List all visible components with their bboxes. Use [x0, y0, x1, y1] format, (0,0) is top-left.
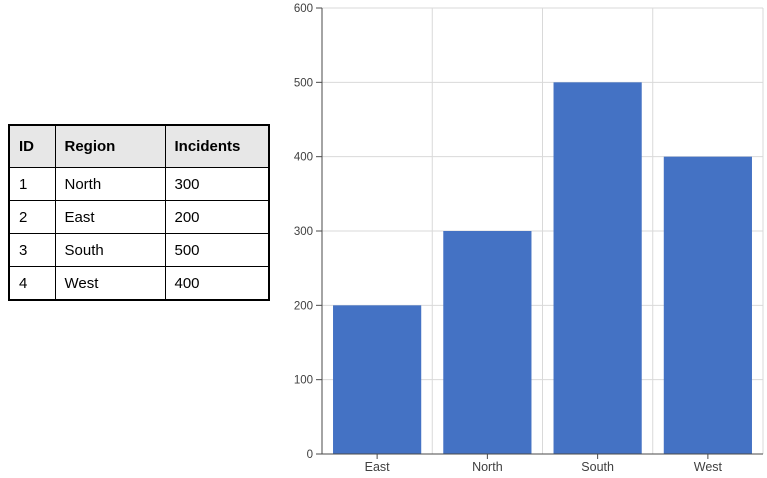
- table-row: 2 East 200: [8, 200, 270, 234]
- table-cell: South: [54, 233, 166, 267]
- table-cell: 1: [8, 167, 56, 201]
- table-row: 1 North 300: [8, 167, 270, 201]
- table-cell: 300: [164, 167, 270, 201]
- column-header-id: ID: [8, 124, 56, 168]
- table-cell: West: [54, 266, 166, 301]
- table-row: 3 South 500: [8, 233, 270, 267]
- table-header-row: ID Region Incidents: [8, 124, 270, 168]
- bar-west: [663, 156, 752, 454]
- x-category-label: East: [365, 460, 391, 474]
- y-tick-label: 200: [294, 300, 313, 312]
- bar-south: [553, 82, 642, 454]
- table-cell: 3: [8, 233, 56, 267]
- table-cell: North: [54, 167, 166, 201]
- x-category-label: North: [472, 460, 503, 474]
- column-header-region: Region: [54, 124, 166, 168]
- bar-east: [333, 305, 422, 454]
- bar-north: [443, 231, 532, 454]
- x-category-label: West: [694, 460, 723, 474]
- table-cell: 4: [8, 266, 56, 301]
- table-body: 1 North 300 2 East 200 3 South 500 4 West 400: [8, 167, 270, 301]
- x-category-label: South: [581, 460, 614, 474]
- column-header-incidents: Incidents: [164, 124, 270, 168]
- y-tick-label: 600: [294, 3, 313, 15]
- y-tick-label: 100: [294, 375, 313, 387]
- y-tick-label: 0: [307, 449, 313, 461]
- bar-chart: 0 100 200 300 400 500 600 East North South West: [294, 3, 764, 474]
- incidents-table: ID Region Incidents 1 North 300 2 East 200 3 Sout…: [8, 124, 270, 301]
- table-cell: 2: [8, 200, 56, 234]
- y-tick-label: 300: [294, 226, 313, 238]
- table-cell: 400: [164, 266, 270, 301]
- table-cell: 200: [164, 200, 270, 234]
- table-cell: East: [54, 200, 166, 234]
- table-row: 4 West 400: [8, 266, 270, 301]
- y-tick-label: 500: [294, 77, 313, 89]
- y-tick-label: 400: [294, 152, 313, 164]
- table-cell: 500: [164, 233, 270, 267]
